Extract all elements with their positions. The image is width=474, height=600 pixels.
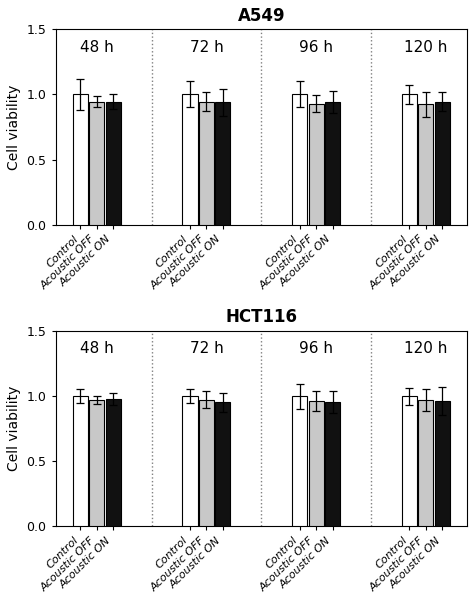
- Bar: [215, 102, 230, 225]
- Text: 72 h: 72 h: [190, 40, 223, 55]
- Bar: [292, 94, 307, 225]
- Text: 120 h: 120 h: [404, 40, 447, 55]
- Bar: [89, 101, 104, 225]
- Bar: [199, 101, 214, 225]
- Bar: [402, 397, 417, 526]
- Bar: [292, 397, 307, 526]
- Bar: [435, 101, 450, 225]
- Title: HCT116: HCT116: [225, 308, 297, 326]
- Text: 96 h: 96 h: [299, 40, 333, 55]
- Bar: [325, 403, 340, 526]
- Bar: [106, 101, 121, 225]
- Text: 48 h: 48 h: [80, 40, 114, 55]
- Bar: [402, 94, 417, 225]
- Bar: [419, 104, 434, 225]
- Text: 120 h: 120 h: [404, 341, 447, 356]
- Bar: [73, 396, 88, 526]
- Bar: [435, 401, 450, 526]
- Bar: [89, 400, 104, 526]
- Bar: [182, 94, 198, 225]
- Text: 48 h: 48 h: [80, 341, 114, 356]
- Bar: [419, 400, 434, 526]
- Bar: [182, 396, 198, 526]
- Text: 72 h: 72 h: [190, 341, 223, 356]
- Bar: [309, 104, 324, 225]
- Bar: [106, 399, 121, 526]
- Bar: [215, 403, 230, 526]
- Y-axis label: Cell viability: Cell viability: [7, 386, 21, 471]
- Bar: [73, 94, 88, 225]
- Y-axis label: Cell viability: Cell viability: [7, 85, 21, 170]
- Text: 96 h: 96 h: [299, 341, 333, 356]
- Bar: [309, 401, 324, 526]
- Bar: [325, 101, 340, 225]
- Title: A549: A549: [237, 7, 285, 25]
- Bar: [199, 400, 214, 526]
